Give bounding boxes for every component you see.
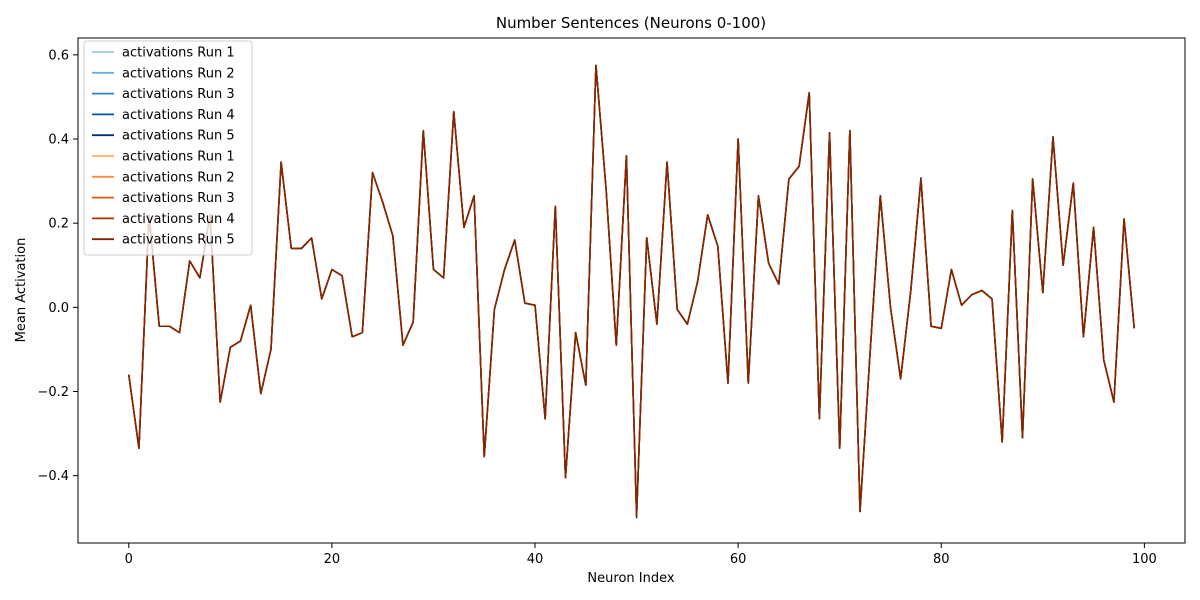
x-tick-label: 20 — [324, 552, 341, 567]
y-tick-label: 0.0 — [48, 301, 69, 316]
y-axis-label: Mean Activation — [14, 238, 29, 343]
x-axis-ticks: 0 20 40 60 80 100 — [125, 543, 1157, 567]
legend-box — [83, 40, 253, 256]
series-line-6 — [128, 64, 1135, 517]
legend-label: activations Run 3 — [122, 87, 235, 102]
y-tick-label: −0.4 — [37, 469, 69, 484]
x-axis-label: Neuron Index — [587, 571, 674, 586]
series-line-9 — [128, 64, 1135, 517]
y-tick-label: 0.4 — [48, 133, 69, 148]
legend-label: activations Run 2 — [122, 170, 235, 185]
x-tick-label: 100 — [1132, 552, 1157, 567]
x-tick-label: 40 — [527, 552, 544, 567]
legend-label: activations Run 5 — [122, 129, 235, 144]
legend-label: activations Run 1 — [122, 150, 235, 165]
y-tick-label: 0.2 — [48, 217, 69, 232]
series-line-1 — [128, 64, 1135, 517]
series-line-7 — [128, 64, 1135, 517]
x-tick-label: 80 — [933, 552, 950, 567]
legend: activations Run 1 activations Run 2 activa… — [83, 40, 253, 256]
legend-label: activations Run 2 — [122, 66, 235, 81]
chart-title: Number Sentences (Neurons 0-100) — [496, 14, 766, 32]
legend-label: activations Run 4 — [122, 108, 235, 123]
legend-label: activations Run 5 — [122, 233, 235, 248]
series-line-4 — [128, 64, 1135, 517]
legend-label: activations Run 1 — [122, 46, 235, 61]
series-line-8 — [128, 64, 1135, 517]
x-tick-label: 60 — [730, 552, 747, 567]
legend-label: activations Run 4 — [122, 212, 235, 227]
plot-frame — [77, 37, 1186, 544]
y-tick-label: 0.6 — [48, 48, 69, 63]
y-axis-ticks: −0.4 −0.2 0.0 0.2 0.4 0.6 — [37, 48, 78, 484]
series-line-10 — [128, 64, 1135, 517]
legend-label: activations Run 3 — [122, 191, 235, 206]
series-line-2 — [128, 64, 1135, 517]
plot-lines — [128, 64, 1135, 519]
x-tick-label: 0 — [125, 552, 133, 567]
y-tick-label: −0.2 — [37, 385, 69, 400]
series-line-3 — [128, 64, 1135, 517]
